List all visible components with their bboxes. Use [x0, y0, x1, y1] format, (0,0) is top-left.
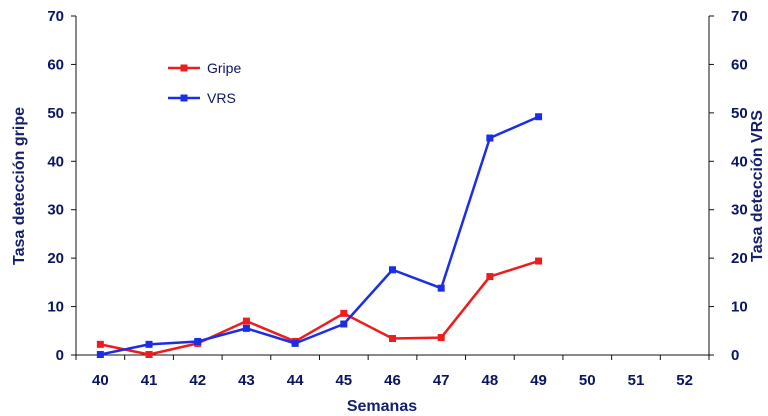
left-y-tick-label: 70 — [47, 8, 64, 25]
right-y-tick-label: 10 — [731, 299, 748, 316]
data-point-gripe — [389, 335, 396, 343]
x-tick-label: 50 — [579, 372, 596, 389]
x-tick-label: 46 — [384, 372, 401, 389]
data-point-gripe — [145, 351, 153, 359]
series-group — [96, 113, 543, 359]
left-y-tick-label: 30 — [47, 202, 64, 219]
x-tick-label: 49 — [530, 372, 547, 389]
data-point-vrs — [389, 266, 396, 274]
data-point-vrs — [340, 320, 348, 328]
right-y-tick-label: 60 — [731, 56, 748, 73]
right-y-tick-label: 30 — [731, 202, 748, 219]
legend: Gripe VRS — [168, 60, 241, 106]
x-tick-label: 43 — [238, 372, 255, 389]
right-y-tick-label: 0 — [731, 347, 739, 364]
right-y-axis: 0 10 20 30 40 50 60 70 — [708, 8, 748, 364]
data-point-vrs — [437, 284, 445, 292]
data-point-gripe — [437, 334, 445, 342]
data-point-vrs — [486, 134, 494, 142]
data-point-vrs — [242, 324, 250, 332]
series-line-vrs — [100, 115, 540, 356]
left-y-axis: 0 10 20 30 40 50 60 70 — [47, 8, 77, 364]
data-point-vrs — [535, 113, 543, 121]
x-axis-title: Semanas — [347, 398, 417, 415]
legend-label-vrs: VRS — [207, 90, 236, 106]
x-tick-label: 44 — [287, 372, 304, 389]
data-point-gripe — [486, 273, 494, 281]
left-y-tick-label: 0 — [56, 347, 64, 364]
x-tick-label: 41 — [141, 372, 158, 389]
data-point-gripe — [96, 340, 104, 348]
x-tick-label: 42 — [189, 372, 206, 389]
right-y-tick-label: 20 — [731, 250, 748, 267]
series-line-gripe — [100, 259, 539, 356]
x-tick-label: 48 — [482, 372, 499, 389]
data-point-vrs — [194, 337, 202, 345]
left-y-tick-label: 60 — [47, 56, 64, 73]
legend-marker-gripe — [180, 64, 188, 72]
left-y-tick-label: 20 — [47, 250, 64, 267]
legend-marker-vrs — [180, 94, 188, 102]
data-point-gripe — [340, 309, 348, 317]
data-point-gripe — [242, 317, 250, 325]
data-point-gripe — [535, 257, 543, 265]
x-tick-label: 51 — [628, 372, 645, 389]
x-tick-label: 40 — [92, 372, 109, 389]
x-tick-label: 47 — [433, 372, 450, 389]
x-tick-label: 52 — [676, 372, 693, 389]
legend-label-gripe: Gripe — [207, 60, 241, 76]
data-point-vrs — [96, 351, 104, 359]
right-y-tick-label: 40 — [731, 153, 748, 170]
right-y-axis-title: Tasa detección VRS — [749, 110, 766, 262]
left-y-tick-label: 40 — [47, 153, 64, 170]
left-y-tick-label: 50 — [47, 105, 64, 122]
left-y-axis-title: Tasa detección gripe — [11, 107, 28, 265]
data-point-vrs — [291, 339, 299, 347]
data-point-vrs — [145, 340, 153, 348]
left-y-tick-label: 10 — [47, 299, 64, 316]
right-y-tick-label: 50 — [731, 105, 748, 122]
right-y-tick-label: 70 — [731, 8, 748, 25]
x-tick-label: 45 — [335, 372, 352, 389]
x-axis: 40 41 42 43 44 45 46 47 48 49 50 51 52 — [75, 354, 710, 389]
